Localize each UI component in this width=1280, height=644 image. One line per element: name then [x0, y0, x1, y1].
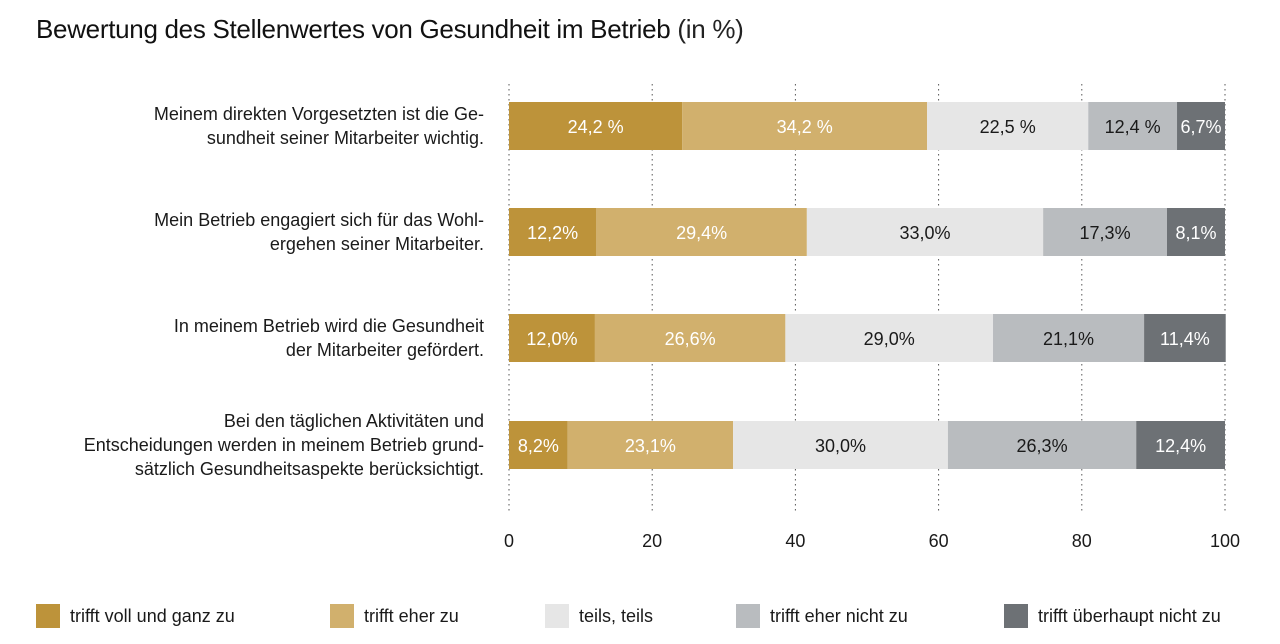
tick-label: 80: [1072, 531, 1092, 551]
legend-item: trifft eher nicht zu: [736, 604, 908, 628]
bar-segment: [1043, 208, 1168, 256]
data-label: 24,2 %: [568, 117, 624, 137]
data-label: 26,6%: [665, 329, 716, 349]
bar-segment: [1144, 314, 1226, 362]
data-label: 29,0%: [864, 329, 915, 349]
category-label: ergehen seiner Mitarbeiter.: [270, 234, 484, 254]
legend-swatch: [736, 604, 760, 628]
category-label: In meinem Betrieb wird die Gesundheit: [174, 316, 484, 336]
bar-segment: [1167, 208, 1225, 256]
data-label: 12,2%: [527, 223, 578, 243]
legend-swatch: [330, 604, 354, 628]
bar-segment: [682, 102, 928, 150]
category-label: Bei den täglichen Aktivitäten und: [224, 411, 484, 431]
stacked-bar-chart: 24,2 % 34,2 % 22,5 % 12,4 % 6,7% Meinem direk…: [84, 84, 1240, 551]
category-label: Meinem direkten Vorgesetzten ist die Ge-: [154, 104, 484, 124]
bar-segment: [567, 421, 734, 469]
data-label: 8,2%: [518, 436, 559, 456]
bar-segment: [596, 208, 807, 256]
data-label: 12,0%: [526, 329, 577, 349]
data-label: 30,0%: [815, 436, 866, 456]
bar-segment: [947, 421, 1137, 469]
data-label: 8,1%: [1175, 223, 1216, 243]
legend-label: teils, teils: [579, 605, 654, 626]
bar-segment: [1136, 421, 1225, 469]
bar-segment: [1088, 102, 1178, 150]
bar-segment: [993, 314, 1145, 362]
legend-label: trifft eher nicht zu: [770, 605, 908, 626]
legend-item: trifft voll und ganz zu: [36, 604, 235, 628]
legend-label: trifft überhaupt nicht zu: [1038, 605, 1221, 626]
tick-label: 0: [504, 531, 514, 551]
bar-segment: [1177, 102, 1225, 150]
bar-segment: [509, 421, 568, 469]
category-label: sundheit seiner Mitarbeiter wichtig.: [207, 128, 484, 148]
bar-segment: [509, 102, 683, 150]
legend-label: trifft voll und ganz zu: [70, 605, 235, 626]
chart-title-main: Bewertung des Stellenwertes von Gesundhe…: [36, 14, 671, 44]
bar-segment: [785, 314, 994, 362]
tick-label: 60: [929, 531, 949, 551]
category-label: Mein Betrieb engagiert sich für das Wohl…: [154, 210, 484, 230]
legend-label: trifft eher zu: [364, 605, 459, 626]
data-label: 11,4%: [1160, 329, 1210, 349]
chart-title: Bewertung des Stellenwertes von Gesundhe…: [36, 14, 744, 45]
legend-item: trifft überhaupt nicht zu: [1004, 604, 1221, 628]
data-label: 26,3%: [1017, 436, 1068, 456]
legend-item: trifft eher zu: [330, 604, 459, 628]
legend-swatch: [545, 604, 569, 628]
bar-segment: [509, 208, 597, 256]
chart-legend: trifft voll und ganz zu trifft eher zu tei…: [36, 604, 1266, 634]
data-label: 6,7%: [1180, 117, 1221, 137]
bar-segment: [927, 102, 1089, 150]
legend-swatch: [36, 604, 60, 628]
bar-segment: [594, 314, 786, 362]
tick-label: 20: [642, 531, 662, 551]
data-label: 21,1%: [1043, 329, 1094, 349]
category-label: sätzlich Gesundheitsaspekte berücksichti…: [135, 459, 484, 479]
bar-segment: [509, 314, 595, 362]
legend-item: teils, teils: [545, 604, 653, 628]
tick-label: 40: [785, 531, 805, 551]
data-label: 33,0%: [899, 223, 950, 243]
data-label: 29,4%: [676, 223, 727, 243]
legend-swatch: [1004, 604, 1028, 628]
bar-segment: [806, 208, 1044, 256]
data-label: 17,3%: [1080, 223, 1131, 243]
data-label: 22,5 %: [980, 117, 1036, 137]
category-label: Entscheidungen werden in meinem Betrieb …: [84, 435, 484, 455]
chart-title-unit: (in %): [677, 14, 744, 44]
data-label: 12,4%: [1155, 436, 1206, 456]
data-label: 12,4 %: [1105, 117, 1161, 137]
bar-segment: [733, 421, 948, 469]
data-label: 34,2 %: [777, 117, 833, 137]
category-label: der Mitarbeiter gefördert.: [286, 340, 484, 360]
tick-label: 100: [1210, 531, 1240, 551]
data-label: 23,1%: [625, 436, 676, 456]
